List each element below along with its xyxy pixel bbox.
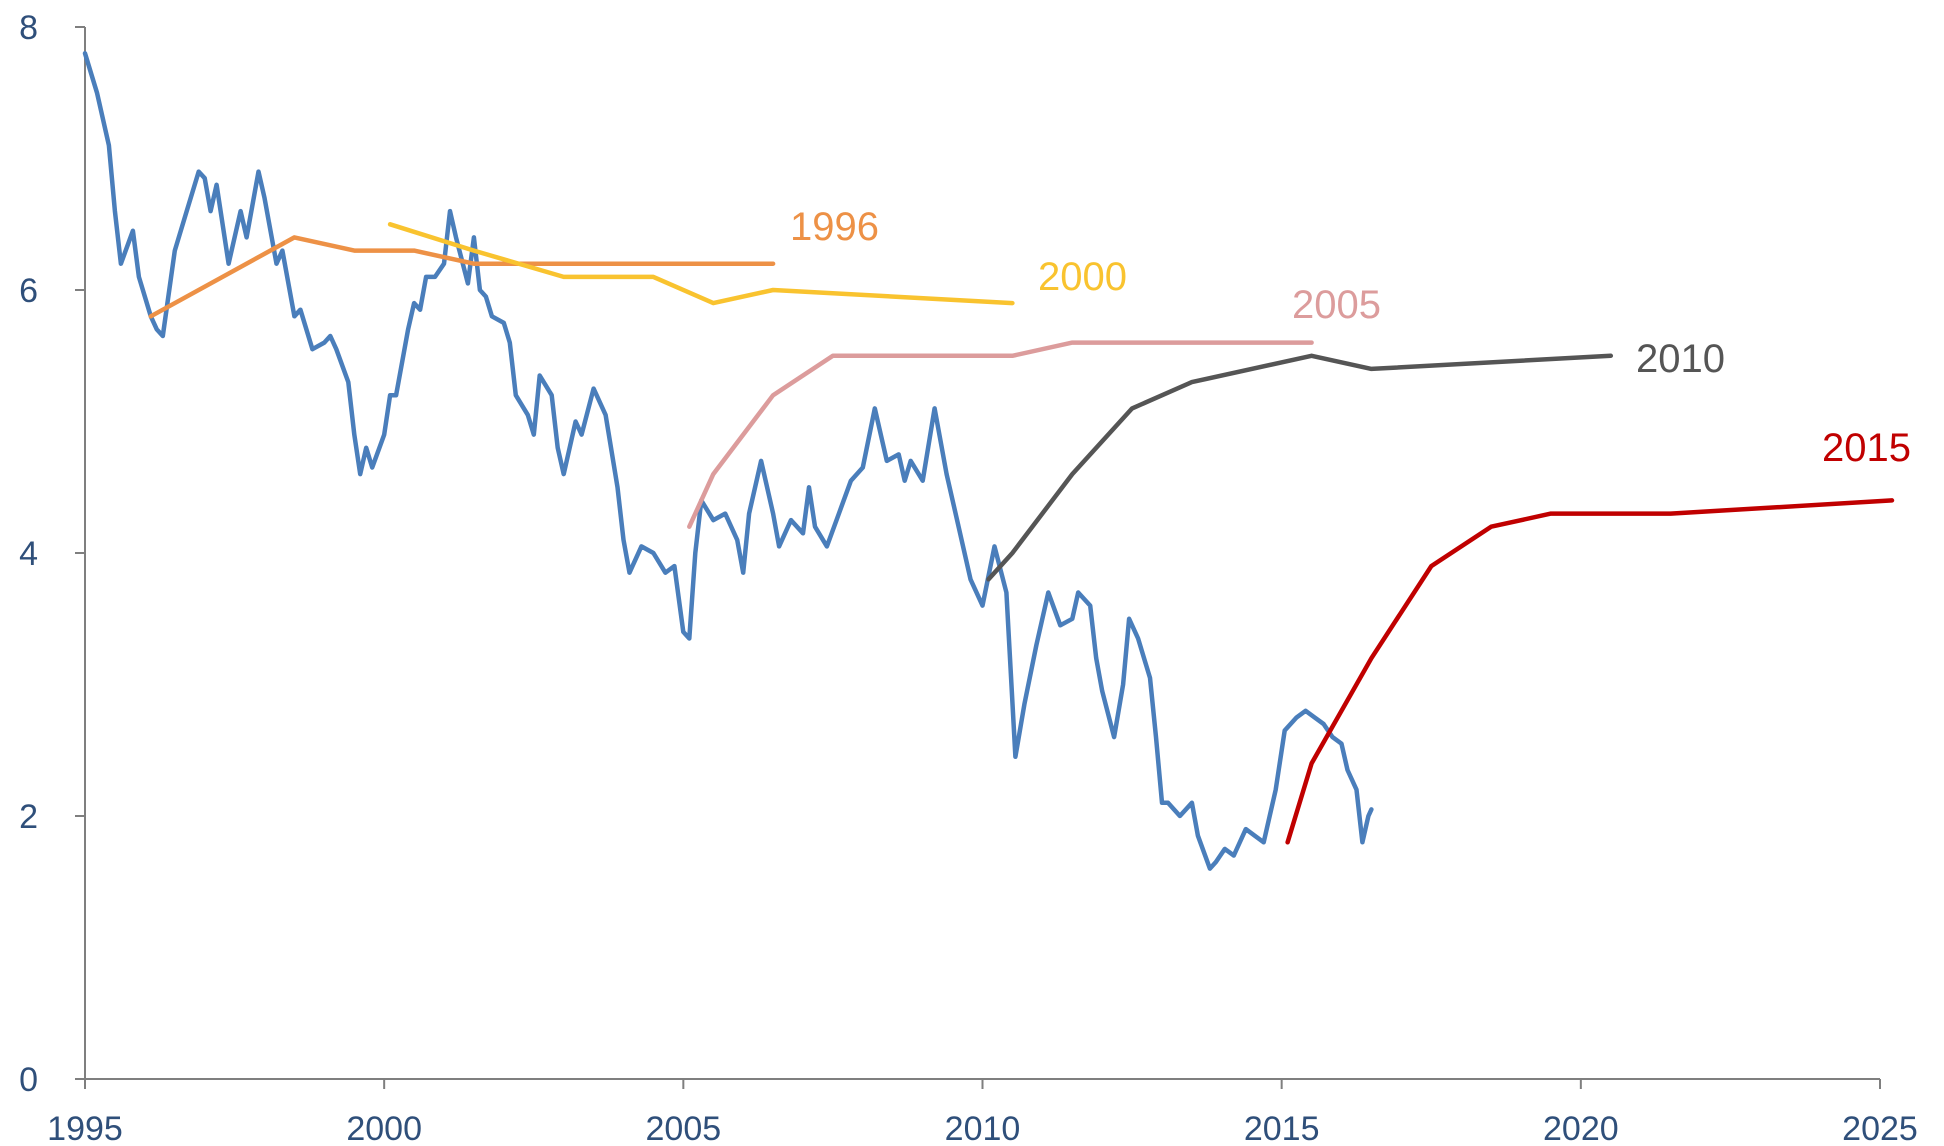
tick-marks [75, 26, 1881, 1089]
axes [84, 27, 1880, 1080]
x-tick-label: 2010 [945, 1110, 1021, 1146]
series-label-f2015: 2015 [1822, 426, 1911, 470]
y-tick-label: 2 [19, 798, 38, 836]
series-label-f2005: 2005 [1292, 283, 1381, 327]
series-line-f2015 [1285, 498, 1895, 845]
x-tick-label: 1995 [47, 1110, 123, 1146]
series-line-f2005 [687, 340, 1314, 529]
y-tick-label: 4 [19, 535, 38, 573]
series-label-f2000: 2000 [1038, 255, 1127, 299]
series-label-f2010: 2010 [1636, 337, 1725, 381]
x-tick-label: 2005 [646, 1110, 722, 1146]
series-labels: 1996 2000 2005 2010 2015 [790, 205, 1911, 470]
series-label-f1996: 1996 [790, 205, 879, 249]
y-tick-label: 0 [19, 1061, 38, 1099]
series-line-f2010 [986, 353, 1614, 582]
x-tick-label: 2025 [1842, 1110, 1918, 1146]
series-line-f1996 [148, 235, 776, 319]
x-tick-label: 2020 [1543, 1110, 1619, 1146]
tick-labels: 1995 2000 2005 2010 2015 2020 2025 0 2 4 6 8 [19, 9, 1918, 1146]
series-lines [82, 51, 1895, 871]
x-tick-label: 2015 [1244, 1110, 1320, 1146]
series-line-f2000 [387, 222, 1015, 306]
y-tick-label: 8 [19, 9, 38, 47]
x-tick-label: 2000 [346, 1110, 422, 1146]
series-line-actual [82, 51, 1374, 871]
y-tick-label: 6 [19, 272, 38, 310]
